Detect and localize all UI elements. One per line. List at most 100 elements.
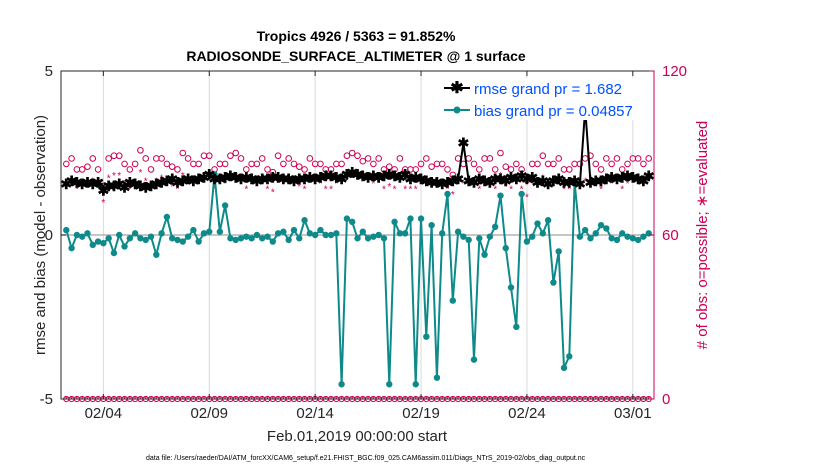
bias-point bbox=[454, 228, 462, 235]
obs-possible-point bbox=[348, 149, 356, 157]
obs-possible-point bbox=[354, 152, 361, 160]
rmse-point: ✱ bbox=[177, 173, 189, 189]
obs-evaluated-zero-point: * bbox=[615, 395, 619, 406]
obs-evaluated-zero-point: * bbox=[446, 395, 450, 406]
obs-possible-point bbox=[84, 163, 91, 170]
obs-evaluated-point: * bbox=[197, 179, 201, 190]
obs-possible-point bbox=[624, 160, 631, 168]
obs-evaluated-point: * bbox=[112, 171, 116, 182]
obs-evaluated-zero-point: * bbox=[536, 395, 540, 406]
obs-evaluated-point: * bbox=[165, 179, 169, 190]
bias-point bbox=[258, 235, 266, 242]
x-tick-label: 03/01 bbox=[614, 405, 652, 422]
obs-evaluated-zero-point: * bbox=[271, 395, 275, 406]
obs-evaluated-zero-point: * bbox=[165, 395, 169, 406]
obs-evaluated-zero-point: * bbox=[520, 395, 524, 406]
rmse-point: ✱ bbox=[378, 168, 390, 184]
obs-evaluated-point: * bbox=[393, 185, 397, 196]
obs-possible-point bbox=[634, 155, 642, 162]
obs-evaluated-point: * bbox=[244, 185, 248, 196]
bias-point bbox=[465, 236, 472, 244]
obs-evaluated-point: * bbox=[514, 179, 518, 190]
obs-evaluated-point: * bbox=[64, 182, 68, 193]
obs-evaluated-zero-point: * bbox=[525, 395, 529, 406]
bias-point bbox=[73, 231, 81, 239]
obs-evaluated-zero-point: * bbox=[493, 395, 497, 406]
rmse-point: ✱ bbox=[219, 170, 231, 186]
obs-evaluated-zero-point: * bbox=[160, 395, 164, 406]
obs-evaluated-point: * bbox=[525, 193, 529, 204]
y-left-tick-label: 0 bbox=[45, 227, 53, 244]
rmse-point: ✱ bbox=[235, 171, 247, 187]
rmse-point: ✱ bbox=[383, 166, 395, 182]
obs-evaluated-zero-point: * bbox=[424, 395, 428, 406]
obs-possible-point bbox=[227, 152, 234, 160]
obs-evaluated-zero-point: * bbox=[80, 395, 84, 406]
bias-point bbox=[502, 244, 509, 252]
bias-point bbox=[280, 228, 287, 235]
bias-series-layer bbox=[63, 171, 652, 388]
bias-point bbox=[608, 235, 615, 242]
obs-evaluated-zero-point: * bbox=[567, 395, 571, 406]
rmse-point: ✱ bbox=[558, 175, 570, 191]
obs-evaluated-zero-point: * bbox=[308, 395, 312, 406]
obs-evaluated-point: * bbox=[276, 174, 280, 185]
obs-evaluated-zero-point: * bbox=[133, 395, 137, 406]
obs-possible-point bbox=[645, 155, 653, 162]
rmse-point: ✱ bbox=[606, 170, 618, 186]
rmse-point: ✱ bbox=[548, 173, 560, 189]
rmse-point: ✱ bbox=[595, 173, 607, 189]
obs-evaluated-zero-point: * bbox=[499, 395, 503, 406]
rmse-point: ✱ bbox=[553, 171, 565, 187]
bias-point bbox=[507, 284, 515, 291]
bias-point bbox=[184, 233, 192, 240]
obs-possible-point bbox=[518, 166, 525, 173]
obs-evaluated-zero-point: * bbox=[641, 395, 645, 406]
rmse-point: ✱ bbox=[288, 173, 300, 189]
rmse-point: ✱ bbox=[97, 183, 109, 199]
rmse-point: ✱ bbox=[638, 173, 650, 189]
rmse-point: ✱ bbox=[373, 170, 385, 186]
legend: ✱ rmse grand pr = 1.682 bias grand pr = … bbox=[440, 78, 646, 120]
bias-point bbox=[168, 235, 176, 242]
obs-evaluated-zero-point: * bbox=[551, 395, 555, 406]
bias-point bbox=[423, 333, 430, 340]
obs-evaluated-zero-point: * bbox=[419, 395, 423, 406]
bias-point bbox=[105, 235, 112, 242]
bias-point bbox=[322, 231, 329, 239]
obs-evaluated-point: * bbox=[138, 168, 142, 179]
obs-possible-point bbox=[158, 155, 165, 162]
obs-evaluated-zero-point: * bbox=[620, 395, 624, 406]
bias-point bbox=[417, 215, 425, 222]
obs-evaluated-point: * bbox=[604, 176, 608, 187]
bias-point bbox=[153, 251, 160, 258]
bias-point bbox=[534, 220, 541, 227]
obs-evaluated-zero-point: * bbox=[117, 395, 121, 406]
bias-point bbox=[645, 230, 652, 237]
obs-possible-point bbox=[115, 152, 123, 160]
obs-possible-point bbox=[370, 160, 377, 168]
rmse-point: ✱ bbox=[415, 171, 427, 187]
obs-evaluated-point: * bbox=[107, 174, 111, 185]
obs-possible-point bbox=[375, 155, 382, 162]
bias-point bbox=[84, 230, 91, 237]
obs-evaluated-zero-point: * bbox=[324, 395, 328, 406]
obs-evaluated-point: * bbox=[281, 179, 285, 190]
obs-possible-point bbox=[147, 166, 155, 173]
bias-point bbox=[227, 235, 234, 242]
obs-evaluated-zero-point: * bbox=[334, 395, 338, 406]
obs-possible-point bbox=[89, 155, 97, 162]
obs-evaluated-zero-point: * bbox=[393, 395, 397, 406]
bias-point bbox=[200, 230, 208, 237]
bias-point bbox=[555, 248, 562, 255]
obs-evaluated-point: * bbox=[620, 185, 624, 196]
bias-point bbox=[158, 230, 165, 237]
obs-possible-point bbox=[475, 166, 483, 173]
bias-point bbox=[470, 356, 478, 363]
obs-possible-point bbox=[94, 166, 102, 173]
obs-possible-point bbox=[137, 146, 144, 154]
y-right-tick-label: 0 bbox=[662, 391, 670, 408]
obs-evaluated-zero-point: * bbox=[186, 395, 190, 406]
obs-evaluated-zero-point: * bbox=[371, 395, 375, 406]
obs-possible-point bbox=[502, 163, 510, 170]
